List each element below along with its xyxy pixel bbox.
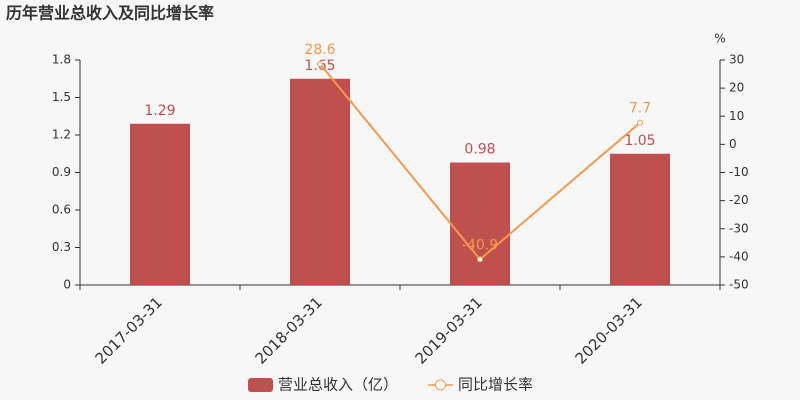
bar <box>290 78 350 285</box>
line-point <box>637 119 643 126</box>
y-tick-label: 1.2 <box>52 128 71 142</box>
bar <box>130 123 190 285</box>
y-tick-label: 0.6 <box>52 203 71 217</box>
line-point <box>477 256 483 263</box>
bar-value-label: 1.29 <box>144 103 175 119</box>
y2-tick-label: -10 <box>729 165 749 179</box>
legend-swatch <box>248 378 273 392</box>
y-tick-label: 1.8 <box>52 53 71 67</box>
y-tick-label: 1.5 <box>52 90 71 104</box>
y2-tick-label: 30 <box>729 53 744 67</box>
bar-value-label: 0.98 <box>464 142 495 158</box>
y-tick-label: 0.9 <box>52 165 71 179</box>
chart-title: 历年营业总收入及同比增长率 <box>6 4 214 23</box>
y2-tick-label: 10 <box>729 109 744 123</box>
line-value-label: -40.9 <box>462 237 498 253</box>
legend-label: 营业总收入（亿） <box>278 376 398 394</box>
y2-tick-label: -50 <box>729 278 749 292</box>
line-value-label: 28.6 <box>304 42 335 58</box>
line-value-label: 7.7 <box>629 101 651 117</box>
legend-swatch-point <box>435 379 447 391</box>
y2-tick-label: -20 <box>729 193 749 207</box>
bar <box>450 162 510 285</box>
y-tick-label: 0.3 <box>52 240 71 254</box>
line-point <box>317 60 323 67</box>
bar-value-label: 1.05 <box>624 133 655 149</box>
bar <box>610 153 670 285</box>
legend-label: 同比增长率 <box>458 376 533 394</box>
y2-tick-label: 0 <box>729 137 737 151</box>
y2-tick-label: 20 <box>729 81 744 95</box>
y2-tick-label: -40 <box>729 249 749 263</box>
y2-tick-label: -30 <box>729 221 749 235</box>
y-tick-label: 0 <box>63 278 71 292</box>
y2-axis-label: % <box>714 32 725 46</box>
